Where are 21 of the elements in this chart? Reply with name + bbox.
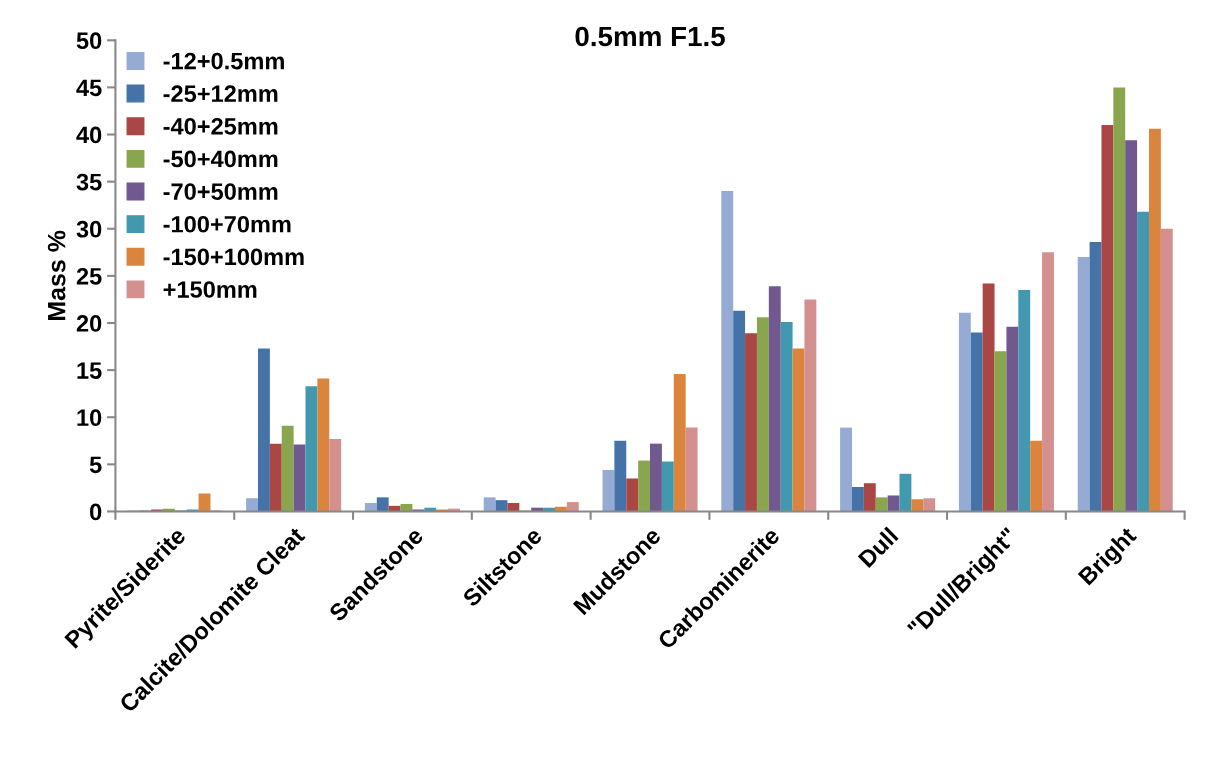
- y-tick-label: 45: [76, 79, 102, 97]
- y-tick-label: 15: [77, 362, 102, 379]
- y-tick-label: 10: [77, 409, 102, 427]
- y-tick-label: 20: [76, 315, 102, 332]
- y-tick-label: 5: [89, 456, 102, 474]
- y-tick-label: 30: [76, 220, 102, 238]
- y-tick-label: 25: [76, 267, 102, 285]
- legend-label: -50+40mm: [163, 150, 278, 168]
- legend-label: -70+50mm: [163, 183, 278, 200]
- legend-label: -150+100mm: [163, 248, 304, 266]
- legend-label: -25+12mm: [163, 85, 278, 103]
- y-tick-label: 35: [76, 173, 102, 191]
- legend-label: -40+25mm: [163, 117, 278, 135]
- y-tick-label: 0: [90, 503, 102, 521]
- legend-label: -100+70mm: [163, 215, 291, 233]
- chart-title: 0.5mm F1.5: [575, 26, 725, 47]
- y-tick-label: 40: [76, 126, 102, 144]
- y-axis-title: Mass %: [47, 230, 66, 321]
- legend-label: +150mm: [163, 281, 257, 298]
- legend-label: -12+0.5mm: [163, 52, 284, 70]
- y-tick-label: 50: [76, 32, 102, 50]
